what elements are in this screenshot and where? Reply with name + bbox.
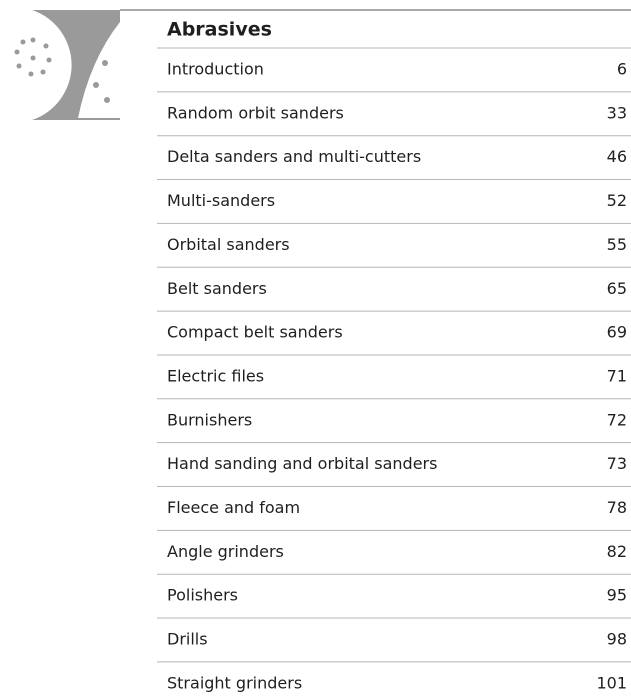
section-title: Abrasives [167,19,272,41]
entry-page: 65 [607,279,627,298]
entry-label: Multi-sanders [167,191,275,210]
entry-label: Hand sanding and orbital sanders [167,454,437,473]
entry-page: 71 [607,366,627,385]
entry-page: 52 [607,191,627,210]
entry-page: 82 [607,542,627,561]
entry-page: 69 [607,323,627,342]
entry-label: Straight grinders [167,673,302,692]
entry-label: Random orbit sanders [167,103,344,122]
entry-label: Drills [167,630,208,649]
entry-page: 46 [607,147,627,166]
entry-label: Compact belt sanders [167,323,343,342]
entry-label: Burnishers [167,410,252,429]
entry-page: 101 [596,673,627,692]
entry-page: 72 [607,410,627,429]
dots [14,37,110,103]
entry-page: 73 [607,454,627,473]
entry-label: Polishers [167,586,238,605]
entry-page: 55 [607,235,627,254]
delta-pad [78,22,120,118]
entry-page: 6 [617,60,627,79]
entry-label: Introduction [167,60,264,79]
entry-label: Angle grinders [167,542,284,561]
entry-label: Belt sanders [167,279,267,298]
entry-page: 95 [607,586,627,605]
entry-page: 98 [607,630,627,649]
entry-label: Orbital sanders [167,235,290,254]
entry-label: Fleece and foam [167,498,300,517]
entry-label: Delta sanders and multi-cutters [167,147,421,166]
entry-page: 78 [607,498,627,517]
entry-page: 33 [607,103,627,122]
entry-label: Electric files [167,366,264,385]
section-icon [0,10,120,120]
disc [0,10,72,120]
